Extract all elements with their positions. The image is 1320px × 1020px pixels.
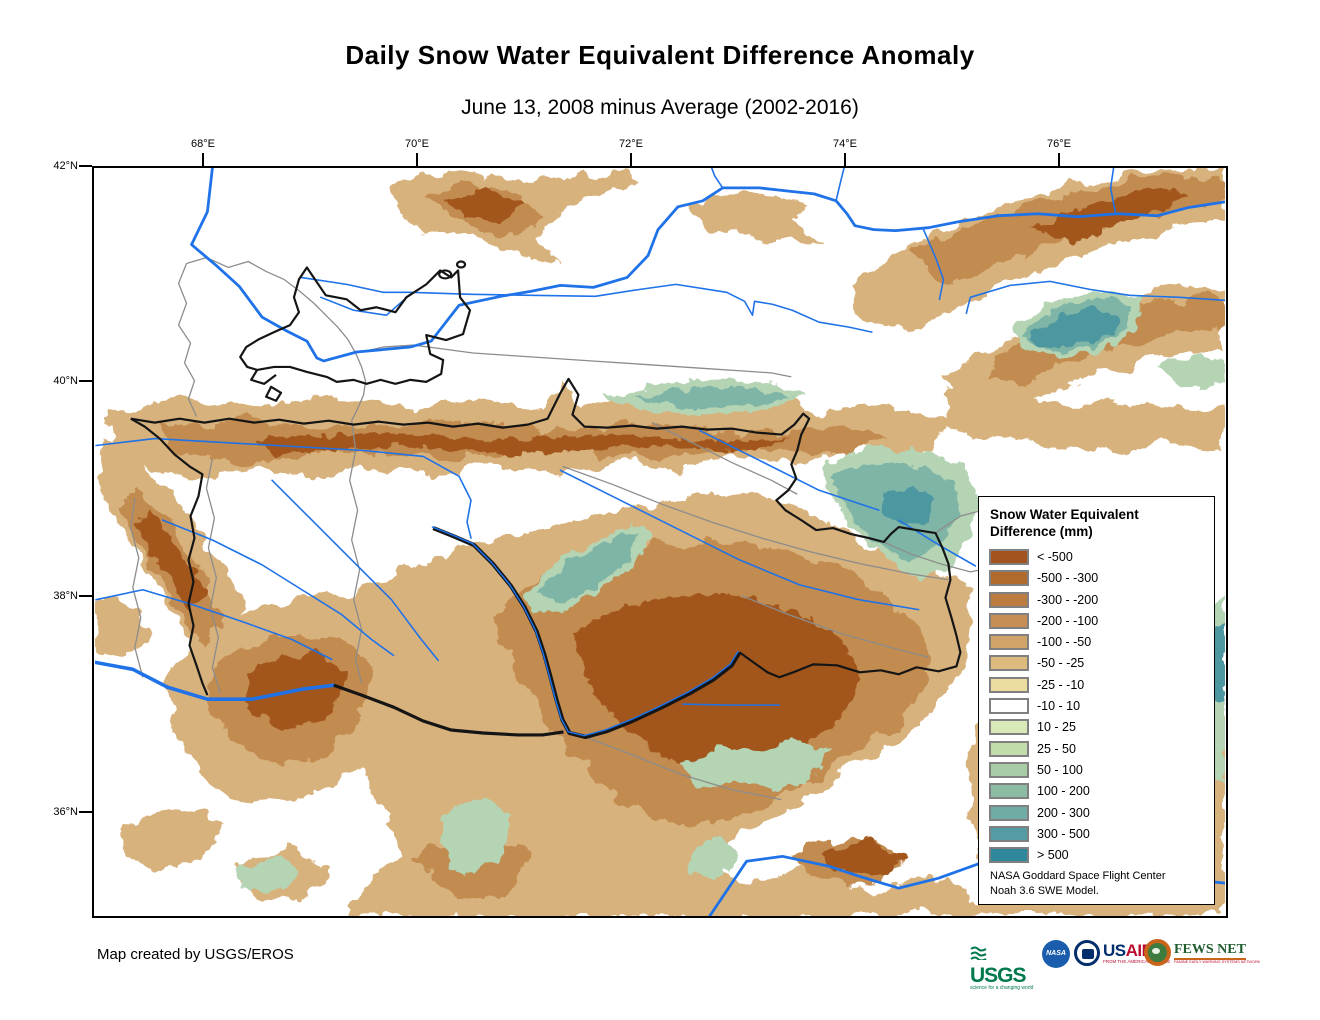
globe-icon bbox=[1144, 939, 1171, 966]
legend-swatch bbox=[989, 591, 1029, 608]
legend-swatch bbox=[989, 698, 1029, 715]
usgs-logo: USGS science for a changing world bbox=[970, 940, 1040, 991]
legend-swatch bbox=[989, 719, 1029, 736]
map-canvas bbox=[92, 166, 1228, 918]
lon-tick bbox=[416, 153, 418, 166]
page-title: Daily Snow Water Equivalent Difference A… bbox=[345, 40, 975, 70]
lat-tick bbox=[79, 165, 92, 167]
lat-label-40n: 40°N bbox=[53, 375, 78, 387]
page-subtitle: June 13, 2008 minus Average (2002-2016) bbox=[461, 96, 859, 119]
country-borders bbox=[130, 260, 962, 696]
legend-swatch bbox=[989, 825, 1029, 842]
map-credit: Map created by USGS/EROS bbox=[97, 946, 294, 963]
usaid-seal-icon bbox=[1074, 940, 1100, 966]
lat-tick bbox=[79, 595, 92, 597]
lon-tick bbox=[202, 153, 204, 166]
partner-logos: USGS science for a changing world NASA U… bbox=[970, 939, 1261, 991]
legend-swatch bbox=[989, 761, 1029, 778]
rivers bbox=[95, 168, 1225, 916]
lon-label-72e: 72°E bbox=[619, 138, 643, 150]
lon-tick bbox=[844, 153, 846, 166]
legend-title: Snow Water Equivalent Difference (mm) bbox=[990, 507, 1139, 539]
legend-source-note: NASA Goddard Space Flight Center Noah 3.… bbox=[990, 870, 1166, 897]
lon-label-76e: 76°E bbox=[1047, 138, 1071, 150]
lon-label-68e: 68°E bbox=[191, 138, 215, 150]
terrain-negative-dark bbox=[134, 187, 1190, 877]
usgs-wave-icon bbox=[970, 946, 987, 962]
legend-swatch bbox=[989, 549, 1029, 565]
map-legend: Snow Water Equivalent Difference (mm) < … bbox=[978, 496, 1215, 905]
legend-swatch bbox=[989, 804, 1029, 821]
lon-tick bbox=[1058, 153, 1060, 166]
border-river bbox=[333, 526, 742, 740]
lat-label-36n: 36°N bbox=[53, 806, 78, 818]
lat-tick bbox=[79, 380, 92, 382]
lat-tick bbox=[79, 811, 92, 813]
lat-label-42n: 42°N bbox=[53, 160, 78, 172]
lon-label-70e: 70°E bbox=[405, 138, 429, 150]
legend-swatch bbox=[989, 783, 1029, 800]
legend-swatch bbox=[989, 570, 1029, 587]
legend-swatch bbox=[989, 634, 1029, 651]
swe-anomaly-map bbox=[95, 168, 1225, 916]
lat-label-38n: 38°N bbox=[53, 590, 78, 602]
nasa-logo: NASA bbox=[1042, 940, 1070, 968]
legend-swatch bbox=[989, 740, 1029, 757]
legend-swatch bbox=[989, 847, 1029, 864]
lon-tick bbox=[630, 153, 632, 166]
legend-swatch bbox=[989, 612, 1029, 629]
legend-swatch bbox=[989, 655, 1029, 672]
lon-label-74e: 74°E bbox=[833, 138, 857, 150]
legend-swatch bbox=[989, 676, 1029, 693]
